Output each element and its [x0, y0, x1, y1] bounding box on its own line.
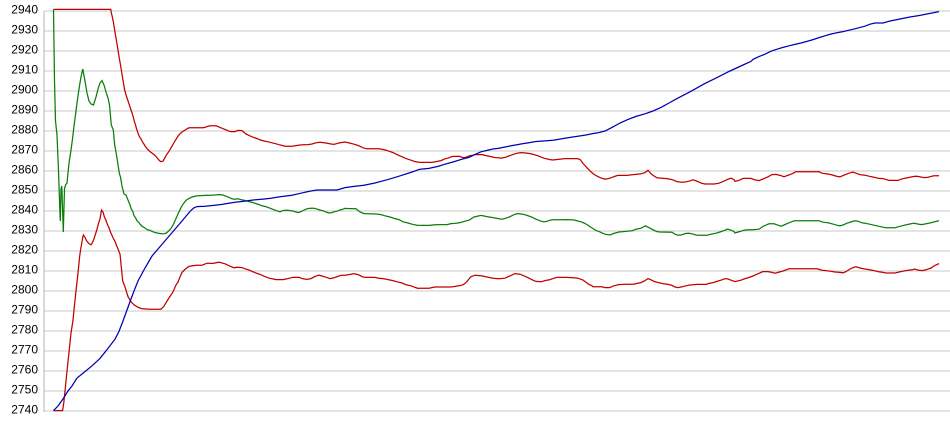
svg-text:2830: 2830: [11, 223, 38, 237]
svg-text:2930: 2930: [11, 23, 38, 37]
svg-text:2870: 2870: [11, 143, 38, 157]
svg-text:2890: 2890: [11, 103, 38, 117]
svg-text:2840: 2840: [11, 203, 38, 217]
svg-text:2740: 2740: [11, 403, 38, 417]
svg-text:2800: 2800: [11, 283, 38, 297]
svg-text:2850: 2850: [11, 183, 38, 197]
svg-text:2900: 2900: [11, 83, 38, 97]
svg-text:2880: 2880: [11, 123, 38, 137]
svg-text:2760: 2760: [11, 363, 38, 377]
svg-text:2750: 2750: [11, 383, 38, 397]
svg-text:2910: 2910: [11, 63, 38, 77]
svg-text:2790: 2790: [11, 303, 38, 317]
svg-text:2770: 2770: [11, 343, 38, 357]
svg-text:2860: 2860: [11, 163, 38, 177]
svg-text:2810: 2810: [11, 263, 38, 277]
svg-text:2780: 2780: [11, 323, 38, 337]
svg-text:2940: 2940: [11, 3, 38, 17]
svg-text:2920: 2920: [11, 43, 38, 57]
svg-text:2820: 2820: [11, 243, 38, 257]
